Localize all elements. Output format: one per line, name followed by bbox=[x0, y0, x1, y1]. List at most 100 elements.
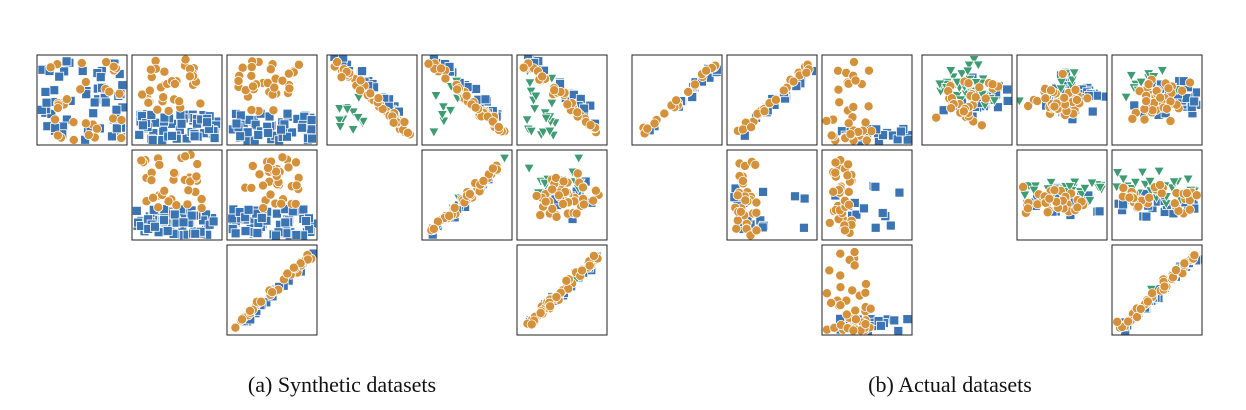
square-point bbox=[230, 228, 241, 239]
circle-point bbox=[778, 85, 789, 96]
circle-point bbox=[558, 176, 569, 187]
points-layer bbox=[1112, 250, 1202, 335]
triangle-point bbox=[945, 66, 957, 77]
square-point bbox=[138, 120, 148, 131]
circle-point bbox=[61, 94, 72, 105]
circle-point bbox=[254, 169, 265, 180]
circle-point bbox=[843, 159, 854, 170]
circle-point bbox=[159, 66, 170, 77]
square-point bbox=[870, 181, 881, 192]
circle-point bbox=[283, 68, 294, 79]
scatter-panel-a2-r1c2 bbox=[516, 149, 608, 241]
circle-point bbox=[108, 61, 119, 72]
circle-point bbox=[428, 223, 439, 234]
points-layer bbox=[329, 55, 415, 140]
circle-point bbox=[1142, 296, 1153, 307]
circle-point bbox=[230, 322, 241, 333]
scatter-panel-a2-r0c1 bbox=[421, 54, 513, 146]
circle-point bbox=[545, 301, 556, 312]
points-layer bbox=[931, 55, 1012, 131]
scatter-panel-a2-r1c1 bbox=[421, 149, 513, 241]
panel-frame bbox=[726, 149, 818, 241]
circle-point bbox=[578, 199, 589, 210]
circle-point bbox=[1023, 101, 1034, 112]
scatter-panel-b1-r0c1 bbox=[726, 54, 818, 146]
triangle-point bbox=[1064, 182, 1076, 193]
circle-point bbox=[1147, 105, 1158, 116]
circle-point bbox=[158, 92, 169, 103]
triangle-point bbox=[357, 116, 370, 128]
circle-point bbox=[80, 77, 91, 88]
circle-point bbox=[861, 135, 872, 145]
circle-point bbox=[980, 93, 991, 104]
panel-frame bbox=[36, 54, 128, 146]
points-layer bbox=[37, 56, 127, 145]
circle-point bbox=[163, 196, 174, 207]
circle-point bbox=[68, 117, 79, 128]
square-point bbox=[227, 213, 238, 224]
square-point bbox=[167, 131, 177, 141]
circle-point bbox=[493, 122, 504, 133]
square-point bbox=[117, 80, 127, 91]
circle-point bbox=[834, 97, 845, 108]
circle-point bbox=[52, 103, 63, 114]
circle-point bbox=[1072, 202, 1083, 213]
circle-point bbox=[247, 160, 258, 171]
panel-frame bbox=[821, 149, 913, 241]
circle-point bbox=[843, 186, 854, 197]
circle-point bbox=[535, 210, 546, 221]
square-point bbox=[159, 215, 169, 226]
square-point bbox=[893, 326, 904, 335]
circle-point bbox=[1170, 265, 1181, 276]
triangle-point bbox=[1120, 92, 1132, 104]
circle-point bbox=[759, 106, 770, 117]
circle-point bbox=[931, 112, 942, 123]
square-point bbox=[176, 118, 187, 129]
scatter-panel-a2-r0c0 bbox=[326, 54, 418, 146]
triangle-point bbox=[1135, 77, 1147, 89]
triangle-point bbox=[1086, 178, 1098, 189]
circle-point bbox=[1132, 312, 1143, 323]
circle-point bbox=[246, 182, 257, 193]
circle-point bbox=[267, 287, 278, 298]
circle-point bbox=[1044, 193, 1055, 204]
circle-point bbox=[553, 190, 564, 201]
scatter-panel-b2-r0c1 bbox=[1016, 54, 1108, 146]
points-layer bbox=[523, 153, 604, 224]
triangle-point bbox=[334, 122, 346, 133]
square-point bbox=[41, 97, 52, 108]
panel-frame bbox=[1111, 149, 1203, 241]
square-point bbox=[250, 119, 261, 130]
circle-point bbox=[277, 75, 288, 86]
square-point bbox=[875, 320, 886, 331]
circle-point bbox=[265, 189, 276, 200]
circle-point bbox=[557, 198, 568, 209]
circle-point bbox=[449, 202, 460, 213]
scatter-panel-b1-r2c2 bbox=[821, 244, 913, 336]
circle-point bbox=[1155, 92, 1166, 103]
circle-point bbox=[845, 129, 856, 140]
circle-point bbox=[974, 82, 985, 93]
triangle-point bbox=[523, 163, 535, 175]
square-point bbox=[169, 209, 180, 220]
circle-point bbox=[788, 76, 799, 87]
triangle-point bbox=[956, 69, 968, 80]
triangle-point bbox=[1045, 178, 1057, 189]
circle-point bbox=[146, 175, 157, 186]
circle-point bbox=[848, 325, 859, 335]
caption-synthetic: (a) Synthetic datasets bbox=[247, 372, 437, 397]
circle-point bbox=[248, 81, 259, 92]
circle-point bbox=[1118, 182, 1129, 193]
circle-point bbox=[291, 180, 302, 191]
circle-point bbox=[642, 123, 653, 134]
circle-point bbox=[735, 206, 746, 217]
square-point bbox=[100, 97, 111, 108]
circle-point bbox=[689, 79, 700, 90]
circle-point bbox=[184, 71, 195, 82]
circle-point bbox=[152, 104, 163, 115]
circle-point bbox=[91, 123, 102, 134]
circle-point bbox=[276, 198, 287, 209]
panel-frame bbox=[1111, 244, 1203, 336]
square-point bbox=[235, 110, 246, 121]
square-point bbox=[263, 127, 274, 138]
